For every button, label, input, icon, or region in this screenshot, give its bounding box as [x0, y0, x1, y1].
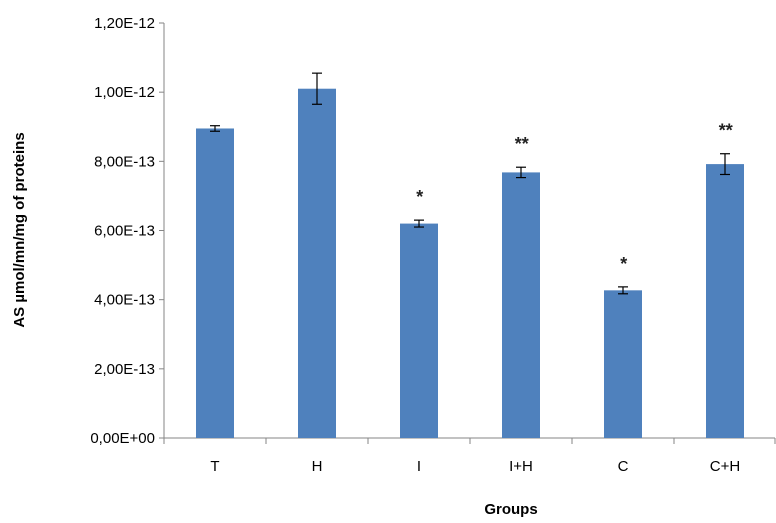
- error-bar-I: [414, 219, 424, 228]
- error-bars: [210, 72, 730, 295]
- y-tick-label: 0,00E+00: [90, 430, 155, 447]
- significance-label: *: [415, 187, 423, 207]
- y-tick-label: 2,00E-13: [94, 361, 155, 378]
- y-tick-label: 6,00E-13: [94, 223, 155, 240]
- significance-label: **: [718, 121, 733, 141]
- y-axis: 0,00E+00 2,00E-13 4,00E-13 6,00E-13 8,00E-13…: [90, 15, 165, 447]
- x-tick-label: I+H: [509, 458, 533, 475]
- error-bar-H: [312, 72, 322, 105]
- x-tick-label: T: [210, 458, 219, 475]
- x-tick-label: C: [618, 458, 629, 475]
- x-tick-label: I: [417, 458, 421, 475]
- bars: [196, 88, 744, 438]
- y-tick-label: 1,20E-12: [94, 15, 155, 32]
- significance-label: *: [619, 254, 627, 274]
- significance-markers: ******: [415, 121, 733, 274]
- error-bar-T: [210, 125, 220, 132]
- x-tick-label: C+H: [710, 458, 740, 475]
- bar-H: [298, 88, 336, 438]
- error-bar-C+H: [720, 153, 730, 176]
- x-tick-label: H: [312, 458, 323, 475]
- error-bar-I+H: [516, 166, 526, 179]
- error-bar-C: [618, 286, 628, 295]
- y-tick-label: 1,00E-12: [94, 84, 155, 101]
- y-tick-label: 8,00E-13: [94, 153, 155, 170]
- significance-label: **: [514, 134, 529, 154]
- y-axis-title: AS µmol/mn/mg of proteins: [11, 132, 28, 327]
- x-axis: T H I I+H C C+H: [163, 437, 776, 475]
- bar-C+H: [706, 164, 744, 438]
- bar-C: [604, 290, 642, 438]
- bar-I: [400, 223, 438, 438]
- bar-T: [196, 128, 234, 438]
- y-tick-label: 4,00E-13: [94, 292, 155, 309]
- x-axis-title: Groups: [484, 501, 537, 518]
- bar-I+H: [502, 172, 540, 438]
